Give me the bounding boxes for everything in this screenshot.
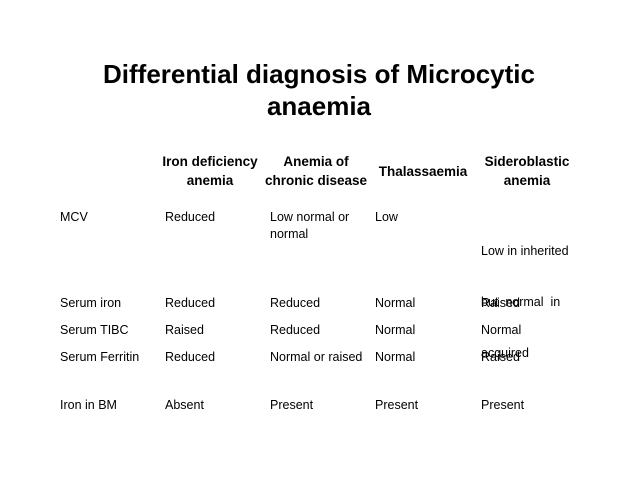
row-label-iron-in-bm: Iron in BM [60,398,117,412]
header-sideroblastic: Sideroblastic anemia [484,154,570,188]
header-iron-deficiency: Iron deficiency anemia [162,154,258,188]
header-thalassaemia: Thalassaemia [378,164,468,179]
cell-mcv-sideroblastic: Low in inherited but normal in acquired [481,244,569,360]
cell-serum-tibc-iron-deficiency: Raised [165,323,204,337]
cell-serum-ferritin-chronic-disease: Normal or raised [270,350,363,364]
cell-mcv-chronic-disease: Low normal or normal [270,210,350,241]
slide-title-line-1: Differential diagnosis of Microcytic [103,59,535,89]
cell-iron-in-bm-sideroblastic: Present [481,398,525,412]
cell-iron-in-bm-iron-deficiency: Absent [165,398,204,412]
row-label-mcv: MCV [60,210,88,224]
cell-iron-in-bm-chronic-disease: Present [270,398,314,412]
slide-title-line-2: anaemia [266,91,372,121]
cell-serum-iron-thalassaemia: Normal [375,296,416,310]
row-label-serum-tibc: Serum TIBC [60,323,129,337]
cell-serum-ferritin-sideroblastic: Raised [481,350,520,364]
row-label-serum-ferritin: Serum Ferritin [60,350,140,364]
cell-mcv-iron-deficiency: Reduced [165,210,216,224]
cell-serum-ferritin-iron-deficiency: Reduced [165,350,216,364]
cell-serum-tibc-chronic-disease: Reduced [270,323,321,337]
cell-serum-iron-chronic-disease: Reduced [270,296,321,310]
cell-serum-ferritin-thalassaemia: Normal [375,350,416,364]
row-label-serum-iron: Serum iron [60,296,122,310]
cell-serum-tibc-sideroblastic: Normal [481,323,522,337]
header-anemia-chronic-disease: Anemia of chronic disease [264,154,368,188]
cell-iron-in-bm-thalassaemia: Present [375,398,419,412]
slide-title: Differential diagnosis of Microcytic ana… [60,58,578,122]
cell-serum-iron-sideroblastic: Raised [481,296,520,310]
cell-serum-iron-iron-deficiency: Reduced [165,296,216,310]
cell-serum-tibc-thalassaemia: Normal [375,323,416,337]
cell-mcv-thalassaemia: Low [375,210,398,224]
